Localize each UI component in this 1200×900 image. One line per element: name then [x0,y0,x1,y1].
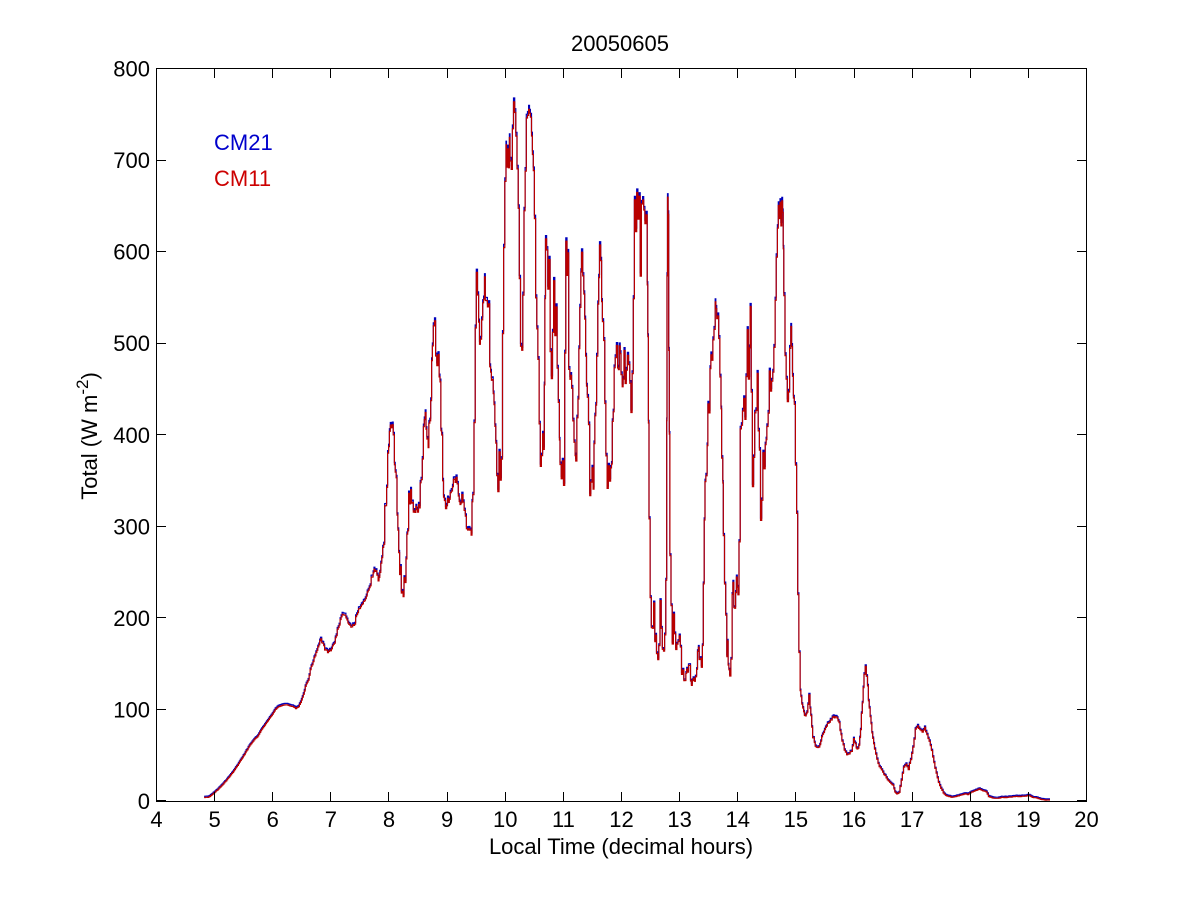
svg-text:700: 700 [113,148,150,173]
svg-text:500: 500 [113,331,150,356]
svg-text:CM21: CM21 [214,130,273,155]
svg-text:13: 13 [667,807,691,832]
svg-text:10: 10 [493,807,517,832]
svg-text:6: 6 [267,807,279,832]
svg-text:12: 12 [609,807,633,832]
svg-text:7: 7 [325,807,337,832]
svg-text:14: 14 [726,807,750,832]
svg-text:11: 11 [552,807,575,832]
svg-text:9: 9 [441,807,453,832]
svg-text:600: 600 [113,240,150,265]
svg-text:5: 5 [208,807,220,832]
svg-text:19: 19 [1016,807,1040,832]
svg-text:17: 17 [900,807,924,832]
svg-text:300: 300 [113,514,150,539]
svg-text:20050605: 20050605 [571,31,669,56]
svg-text:18: 18 [958,807,982,832]
svg-text:200: 200 [113,606,150,631]
svg-text:4: 4 [150,807,162,832]
svg-text:0: 0 [138,789,150,814]
svg-text:16: 16 [842,807,866,832]
svg-text:Local Time (decimal hours): Local Time (decimal hours) [489,834,753,859]
svg-text:15: 15 [784,807,808,832]
svg-text:20: 20 [1074,807,1098,832]
svg-text:100: 100 [113,697,150,722]
svg-text:400: 400 [113,423,150,448]
svg-text:CM11: CM11 [214,166,271,191]
svg-text:8: 8 [383,807,395,832]
svg-text:800: 800 [113,57,150,82]
